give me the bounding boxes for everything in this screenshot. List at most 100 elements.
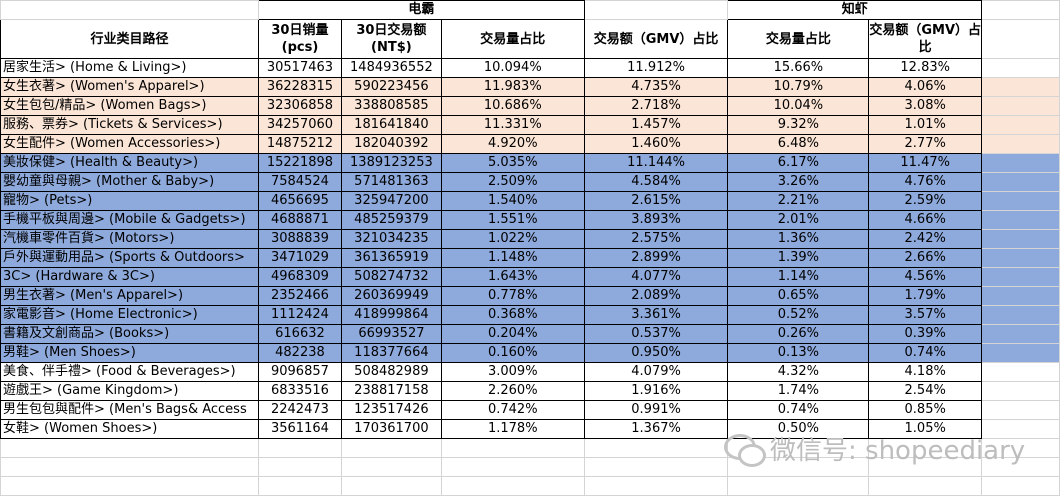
cell[interactable] — [981, 267, 1060, 287]
cell[interactable] — [0, 438, 259, 458]
qty-share-b-cell[interactable]: 2.01% — [727, 210, 870, 230]
header-sales30[interactable]: 30日销量 (pcs) — [257, 19, 342, 59]
sales-cell[interactable]: 4688871 — [257, 210, 342, 230]
qty-share-a-cell[interactable]: 0.778% — [440, 286, 585, 306]
cell[interactable] — [981, 248, 1060, 268]
group-dianba[interactable]: 电霸 — [257, 0, 585, 20]
gmv-cell[interactable]: 170361700 — [340, 419, 442, 439]
sales-cell[interactable]: 2352466 — [257, 286, 342, 306]
sales-cell[interactable]: 4656695 — [257, 191, 342, 211]
cell[interactable] — [440, 438, 585, 458]
cell[interactable] — [0, 476, 259, 496]
qty-share-b-cell[interactable]: 0.50% — [727, 419, 870, 439]
qty-share-a-cell[interactable]: 10.686% — [440, 96, 585, 116]
sales-cell[interactable]: 34257060 — [257, 115, 342, 135]
qty-share-b-cell[interactable]: 6.48% — [727, 134, 870, 154]
gmv-cell[interactable]: 260369949 — [340, 286, 442, 306]
cell[interactable] — [981, 343, 1060, 363]
category-cell[interactable]: 家電影音> (Home Electronic>) — [0, 305, 259, 325]
category-cell[interactable]: 居家生活> (Home & Living>) — [0, 58, 259, 78]
gmv-share-a-cell[interactable]: 1.457% — [583, 115, 729, 135]
cell[interactable] — [981, 476, 1060, 496]
category-cell[interactable]: 汽機車零件百貨> (Motors>) — [0, 229, 259, 249]
gmv-share-b-cell[interactable]: 2.77% — [868, 134, 983, 154]
category-cell[interactable]: 女生包包/精品> (Women Bags>) — [0, 96, 259, 116]
cell[interactable] — [868, 476, 983, 496]
gmv-share-a-cell[interactable]: 4.735% — [583, 77, 729, 97]
category-cell[interactable]: 寵物> (Pets>) — [0, 191, 259, 211]
qty-share-a-cell[interactable]: 11.983% — [440, 77, 585, 97]
sales-cell[interactable]: 3561164 — [257, 419, 342, 439]
gmv-cell[interactable]: 1389123253 — [340, 153, 442, 173]
category-cell[interactable]: 3C> (Hardware & 3C>) — [0, 267, 259, 287]
sales-cell[interactable]: 6833516 — [257, 381, 342, 401]
qty-share-a-cell[interactable]: 1.551% — [440, 210, 585, 230]
gmv-cell[interactable]: 338808585 — [340, 96, 442, 116]
sales-cell[interactable]: 32306858 — [257, 96, 342, 116]
gmv-share-b-cell[interactable]: 2.54% — [868, 381, 983, 401]
cell[interactable] — [981, 400, 1060, 420]
gmv-share-b-cell[interactable]: 4.06% — [868, 77, 983, 97]
sales-cell[interactable]: 36228315 — [257, 77, 342, 97]
category-cell[interactable]: 書籍及文創商品> (Books>) — [0, 324, 259, 344]
qty-share-b-cell[interactable]: 0.26% — [727, 324, 870, 344]
cell[interactable] — [440, 457, 585, 477]
qty-share-a-cell[interactable]: 11.331% — [440, 115, 585, 135]
category-cell[interactable]: 男鞋> (Men Shoes>) — [0, 343, 259, 363]
qty-share-b-cell[interactable]: 0.13% — [727, 343, 870, 363]
gmv-share-a-cell[interactable]: 3.361% — [583, 305, 729, 325]
gmv-cell[interactable]: 361365919 — [340, 248, 442, 268]
gmv-cell[interactable]: 66993527 — [340, 324, 442, 344]
qty-share-b-cell[interactable]: 0.65% — [727, 286, 870, 306]
qty-share-a-cell[interactable]: 0.368% — [440, 305, 585, 325]
cell[interactable] — [981, 191, 1060, 211]
gmv-share-a-cell[interactable]: 2.899% — [583, 248, 729, 268]
sales-cell[interactable]: 15221898 — [257, 153, 342, 173]
gmv-share-b-cell[interactable]: 0.39% — [868, 324, 983, 344]
qty-share-a-cell[interactable]: 5.035% — [440, 153, 585, 173]
gmv-cell[interactable]: 118377664 — [340, 343, 442, 363]
gmv-share-a-cell[interactable]: 1.916% — [583, 381, 729, 401]
category-cell[interactable]: 女鞋> (Women Shoes>) — [0, 419, 259, 439]
gmv-share-a-cell[interactable]: 2.575% — [583, 229, 729, 249]
cell[interactable] — [981, 77, 1060, 97]
gmv-share-b-cell[interactable]: 2.66% — [868, 248, 983, 268]
qty-share-a-cell[interactable]: 1.643% — [440, 267, 585, 287]
gmv-share-a-cell[interactable]: 11.912% — [583, 58, 729, 78]
category-cell[interactable]: 女生配件> (Women Accessories>) — [0, 134, 259, 154]
cell[interactable] — [981, 153, 1060, 173]
qty-share-a-cell[interactable]: 10.094% — [440, 58, 585, 78]
header-qty-share-a[interactable]: 交易量占比 — [440, 19, 585, 59]
category-cell[interactable]: 男生衣著> (Men's Apparel>) — [0, 286, 259, 306]
gmv-cell[interactable]: 325947200 — [340, 191, 442, 211]
cell[interactable] — [981, 96, 1060, 116]
sales-cell[interactable]: 7584524 — [257, 172, 342, 192]
gmv-share-b-cell[interactable]: 4.76% — [868, 172, 983, 192]
cell[interactable] — [583, 0, 729, 20]
gmv-share-b-cell[interactable]: 11.47% — [868, 153, 983, 173]
category-cell[interactable]: 手機平板與周邊> (Mobile & Gadgets>) — [0, 210, 259, 230]
cell[interactable] — [981, 362, 1060, 382]
qty-share-b-cell[interactable]: 1.36% — [727, 229, 870, 249]
gmv-share-b-cell[interactable]: 1.05% — [868, 419, 983, 439]
sales-cell[interactable]: 14875212 — [257, 134, 342, 154]
gmv-cell[interactable]: 182040392 — [340, 134, 442, 154]
header-gmv-share-a[interactable]: 交易额（GMV）占比 — [583, 19, 729, 59]
header-category[interactable]: 行业类目路径 — [0, 19, 259, 59]
cell[interactable] — [727, 476, 870, 496]
cell[interactable] — [981, 286, 1060, 306]
cell[interactable] — [868, 457, 983, 477]
cell[interactable] — [981, 134, 1060, 154]
gmv-cell[interactable]: 508482989 — [340, 362, 442, 382]
gmv-cell[interactable]: 181641840 — [340, 115, 442, 135]
qty-share-a-cell[interactable]: 3.009% — [440, 362, 585, 382]
cell[interactable] — [0, 457, 259, 477]
cell[interactable] — [257, 476, 342, 496]
cell[interactable] — [981, 324, 1060, 344]
cell[interactable] — [981, 58, 1060, 78]
header-qty-share-b[interactable]: 交易量占比 — [727, 19, 870, 59]
gmv-cell[interactable]: 1484936552 — [340, 58, 442, 78]
cell[interactable] — [981, 305, 1060, 325]
qty-share-b-cell[interactable]: 15.66% — [727, 58, 870, 78]
qty-share-a-cell[interactable]: 0.160% — [440, 343, 585, 363]
